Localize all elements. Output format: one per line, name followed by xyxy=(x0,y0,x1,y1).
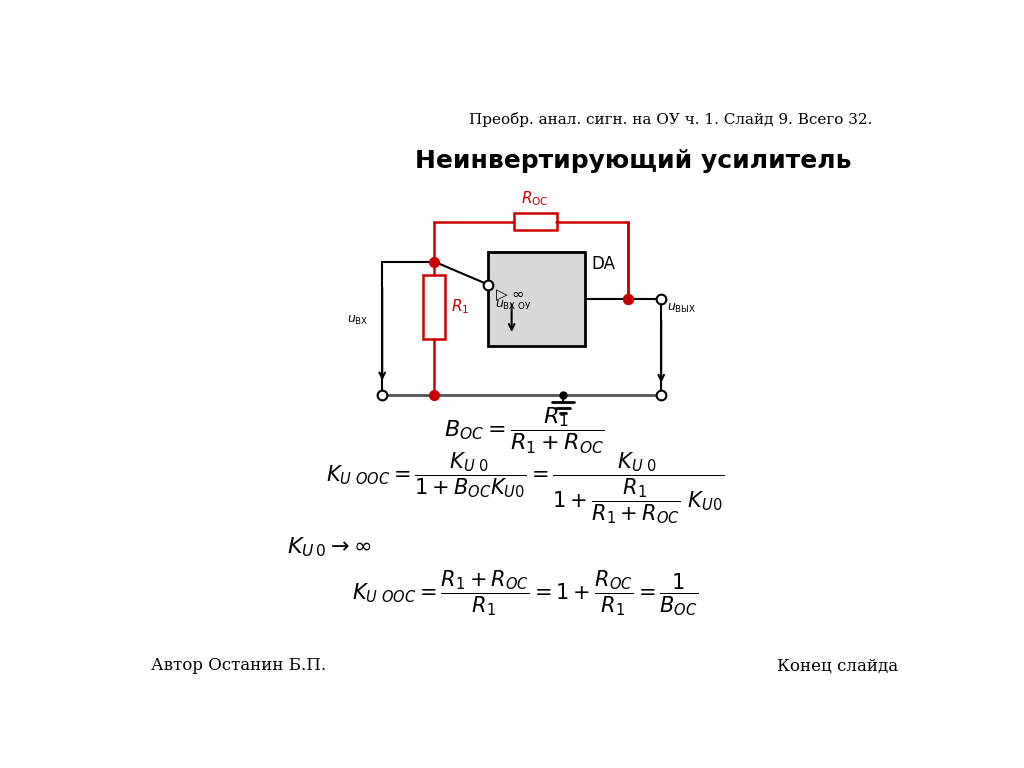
Text: $u_{\rm{ВЫХ}}$: $u_{\rm{ВЫХ}}$ xyxy=(668,303,696,316)
Text: $\triangleright\ \infty$: $\triangleright\ \infty$ xyxy=(495,286,524,303)
Text: $\it{B}_{OC} = \dfrac{\it{R}_1}{\it{R}_1 + \it{R}_{OC}}$: $\it{B}_{OC} = \dfrac{\it{R}_1}{\it{R}_1… xyxy=(444,406,605,456)
Text: $u_{\rm{ВХ\ ОУ}}$: $u_{\rm{ВХ\ ОУ}}$ xyxy=(495,299,531,312)
Bar xyxy=(423,276,445,339)
Bar xyxy=(514,213,557,230)
Text: Неинвертирующий усилитель: Неинвертирующий усилитель xyxy=(415,150,851,174)
Text: DA: DA xyxy=(592,256,615,273)
Text: Автор Останин Б.П.: Автор Останин Б.П. xyxy=(152,657,327,674)
Bar xyxy=(488,252,586,346)
Text: Преобр. анал. сигн. на ОУ ч. 1. Слайд 9. Всего 32.: Преобр. анал. сигн. на ОУ ч. 1. Слайд 9.… xyxy=(469,111,872,127)
Text: $\it{K}_{U\ OOC} = \dfrac{\it{K}_{U\ 0}}{1 + \it{B}_{OC}\it{K}_{U0}} = \dfrac{\i: $\it{K}_{U\ OOC} = \dfrac{\it{K}_{U\ 0}}… xyxy=(326,450,724,526)
Text: Конец слайда: Конец слайда xyxy=(777,657,898,674)
Text: $R_{\rm{ОС}}$: $R_{\rm{ОС}}$ xyxy=(521,190,549,208)
Text: $\it{K}_{U\,0} \rightarrow \infty$: $\it{K}_{U\,0} \rightarrow \infty$ xyxy=(287,535,372,559)
Text: $R_1$: $R_1$ xyxy=(452,298,469,316)
Text: $\it{K}_{U\ OOC} = \dfrac{\it{R}_1 + \it{R}_{OC}}{\it{R}_1} = 1 + \dfrac{\it{R}_: $\it{K}_{U\ OOC} = \dfrac{\it{R}_1 + \it… xyxy=(351,568,698,618)
Text: $u_{\rm{ВХ}}$: $u_{\rm{ВХ}}$ xyxy=(346,313,369,326)
